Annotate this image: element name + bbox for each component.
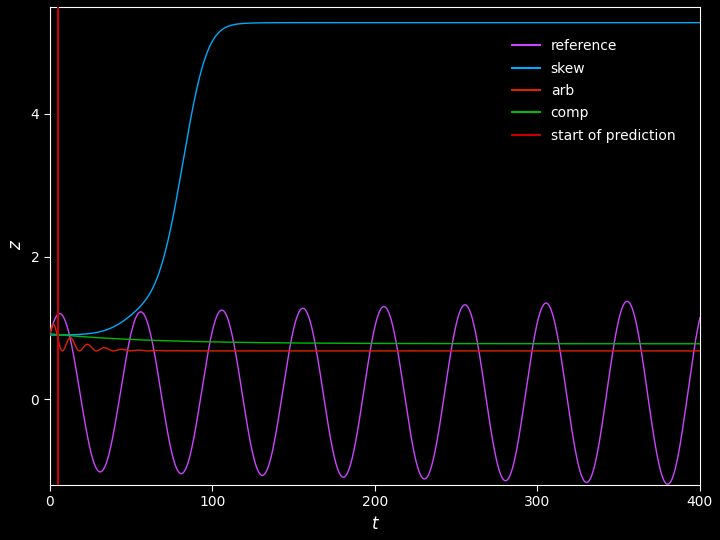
arb — [586, 348, 595, 354]
skew — [324, 19, 333, 26]
comp — [643, 341, 652, 347]
arb — [49, 321, 58, 327]
arb — [324, 348, 333, 354]
comp — [324, 340, 333, 347]
reference — [623, 298, 631, 305]
Line: reference: reference — [50, 301, 700, 484]
comp — [318, 340, 327, 347]
skew — [654, 19, 662, 26]
skew — [676, 19, 685, 26]
reference — [644, 392, 652, 399]
skew — [318, 19, 327, 26]
skew — [45, 332, 54, 339]
Y-axis label: z: z — [7, 241, 25, 251]
arb — [696, 348, 704, 354]
arb — [676, 348, 685, 354]
Line: arb: arb — [50, 324, 700, 351]
arb — [644, 348, 652, 354]
reference — [676, 441, 685, 447]
X-axis label: t: t — [372, 515, 378, 533]
reference — [663, 481, 672, 488]
reference — [518, 414, 526, 421]
skew — [696, 19, 704, 26]
comp — [45, 330, 54, 337]
arb — [45, 332, 54, 339]
skew — [354, 19, 363, 26]
arb — [319, 348, 328, 354]
reference — [354, 421, 363, 428]
reference — [324, 421, 333, 427]
skew — [518, 19, 526, 26]
arb — [354, 348, 363, 354]
comp — [696, 341, 704, 347]
Line: skew: skew — [50, 23, 700, 335]
comp — [518, 340, 526, 347]
start of prediction — [53, 396, 62, 403]
Line: comp: comp — [50, 334, 700, 344]
skew — [643, 19, 652, 26]
arb — [518, 348, 526, 354]
start of prediction — [53, 325, 62, 332]
comp — [675, 341, 684, 347]
reference — [318, 388, 327, 394]
reference — [45, 333, 54, 339]
Legend: reference, skew, arb, comp, start of prediction: reference, skew, arb, comp, start of pre… — [500, 28, 686, 154]
reference — [696, 315, 704, 321]
comp — [354, 340, 363, 347]
